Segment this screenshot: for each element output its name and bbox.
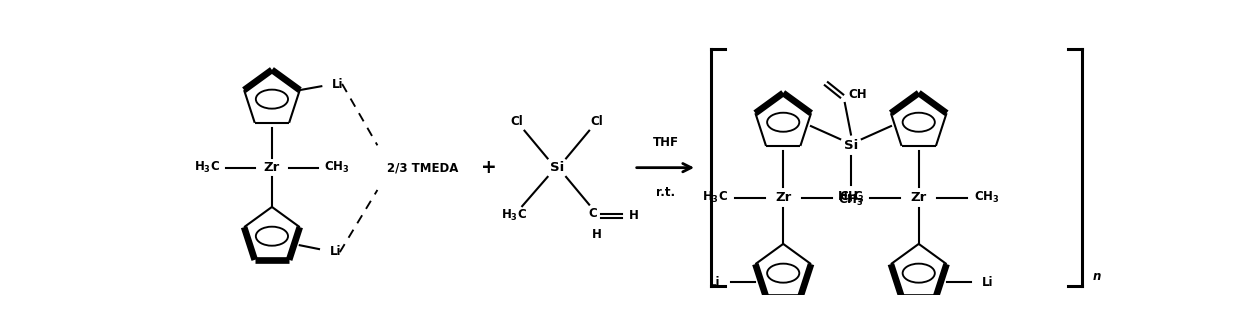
Text: +: +: [481, 158, 497, 177]
Text: Li: Li: [983, 276, 994, 289]
Text: r.t.: r.t.: [655, 186, 675, 199]
Text: Zr: Zr: [264, 161, 280, 174]
Text: n: n: [1093, 270, 1101, 283]
Text: $\mathbf{CH_3}$: $\mathbf{CH_3}$: [325, 160, 349, 175]
Text: THF: THF: [653, 136, 679, 149]
Text: $\mathbf{CH_3}$: $\mathbf{CH_3}$: [839, 190, 865, 205]
Text: $\mathbf{H_3C}$: $\mathbf{H_3C}$: [838, 190, 864, 205]
Text: H: H: [592, 228, 602, 241]
Text: Cl: Cl: [591, 115, 603, 128]
Text: Zr: Zr: [776, 191, 792, 204]
Text: Li: Li: [709, 276, 720, 289]
Text: Si: Si: [550, 161, 564, 174]
Text: Li: Li: [332, 78, 343, 91]
Text: $\mathbf{CH_3}$: $\mathbf{CH_3}$: [838, 193, 864, 208]
Text: Zr: Zr: [911, 191, 927, 204]
Text: CH: CH: [847, 88, 866, 101]
Text: $\mathbf{H_3C}$: $\mathbf{H_3C}$: [502, 208, 528, 223]
Text: C: C: [589, 208, 597, 220]
Text: $\mathbf{H_3C}$: $\mathbf{H_3C}$: [193, 160, 219, 175]
Text: $\mathbf{H_3C}$: $\mathbf{H_3C}$: [701, 190, 727, 205]
Text: Li: Li: [330, 245, 341, 258]
Text: $\mathbf{CH_3}$: $\mathbf{CH_3}$: [974, 190, 1000, 205]
Text: Si: Si: [844, 139, 859, 152]
Text: 2/3 TMEDA: 2/3 TMEDA: [387, 161, 458, 174]
Text: Cl: Cl: [510, 115, 523, 128]
Text: H: H: [629, 209, 639, 222]
